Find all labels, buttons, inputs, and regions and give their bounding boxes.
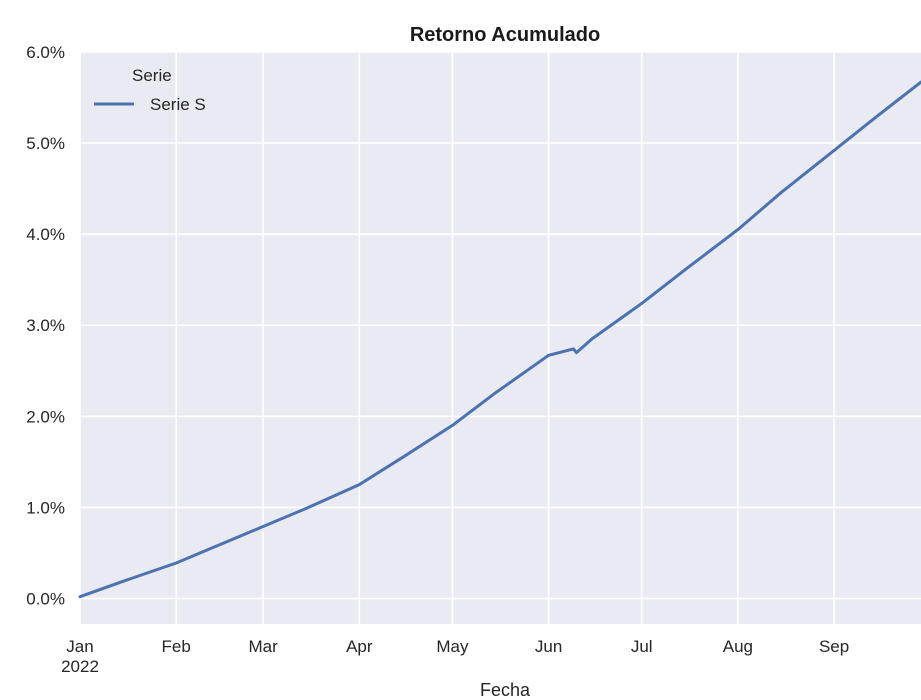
x-tick-label: Sep — [819, 637, 849, 656]
legend-entry-serie-s: Serie S — [150, 95, 206, 114]
y-tick-label: 6.0% — [26, 43, 65, 62]
x-tick-label: Aug — [723, 637, 753, 656]
grid-lines — [79, 51, 921, 624]
y-tick-label: 2.0% — [26, 407, 65, 426]
x-tick-label: May — [436, 637, 469, 656]
x-axis-label: Fecha — [480, 680, 531, 700]
series-layer — [78, 80, 921, 599]
x-tick-label: Jul — [631, 637, 653, 656]
y-tick-label: 5.0% — [26, 134, 65, 153]
legend-title: Serie — [132, 66, 172, 85]
y-tick-label: 1.0% — [26, 498, 65, 517]
x-tick-label: Jun — [535, 637, 562, 656]
x-tick-label: Mar — [248, 637, 278, 656]
x-tick-label: Feb — [162, 637, 191, 656]
x-tick-label: Apr — [346, 637, 373, 656]
chart-title: Retorno Acumulado — [410, 24, 600, 46]
y-tick-label: 3.0% — [26, 316, 65, 335]
y-tick-label: 0.0% — [26, 589, 65, 608]
y-tick-label: 4.0% — [26, 225, 65, 244]
series-line-serie-s — [78, 80, 921, 599]
x-tick-label: Jan — [66, 637, 93, 656]
plot-background — [80, 52, 921, 624]
y-tick-labels: 0.0% 1.0% 2.0% 3.0% 4.0% 5.0% 6.0% — [26, 43, 65, 608]
legend: Serie Serie S — [94, 66, 206, 114]
x-tick-sublabel: 2022 — [61, 657, 99, 676]
